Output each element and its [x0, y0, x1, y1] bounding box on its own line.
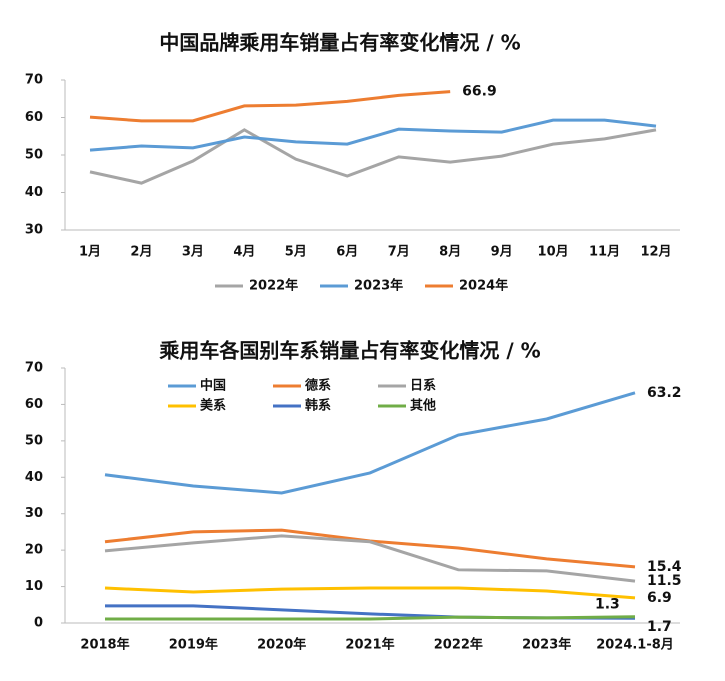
series-line: [89, 90, 451, 123]
y-tick-label: 40: [25, 185, 43, 200]
x-tick-label: 3月: [182, 245, 204, 260]
data-label: 15.4: [647, 559, 682, 575]
y-tick-label: 40: [25, 470, 43, 485]
y-tick-label: 20: [25, 543, 43, 558]
x-tick-label: 7月: [388, 245, 410, 260]
legend-label: 德系: [305, 378, 331, 394]
y-tick-label: 60: [25, 110, 43, 125]
x-tick-label: 11月: [589, 245, 620, 260]
series-line: [89, 128, 657, 185]
x-tick-label: 6月: [336, 245, 358, 260]
data-label: 1.7: [647, 619, 672, 635]
data-label: 6.9: [647, 590, 672, 606]
data-label: 63.2: [647, 385, 682, 401]
legend-label: 其他: [410, 398, 436, 414]
x-tick-label: 9月: [491, 245, 513, 260]
legend-label: 美系: [200, 398, 226, 414]
series-line: [89, 118, 657, 152]
legend-label: 2022年: [249, 278, 298, 294]
y-tick-label: 50: [25, 148, 43, 163]
y-tick-label: 60: [25, 397, 43, 412]
legend-label: 中国: [200, 378, 226, 394]
series-line: [104, 586, 636, 600]
data-label: 1.3: [595, 596, 620, 612]
legend-label: 2023年: [354, 278, 403, 294]
y-tick-label: 70: [25, 73, 43, 88]
x-tick-label: 2020年: [257, 637, 306, 653]
x-tick-label: 5月: [285, 245, 307, 260]
data-label: 11.5: [647, 573, 682, 589]
legend-label: 2024年: [459, 278, 508, 294]
y-tick-label: 10: [25, 579, 43, 594]
data-label: 66.9: [462, 84, 497, 100]
x-tick-label: 10月: [538, 245, 569, 260]
series-line: [104, 391, 636, 495]
chart-title: 乘用车各国别车系销量占有率变化情况 / %: [158, 339, 540, 363]
series-line: [104, 534, 636, 583]
x-tick-label: 8月: [439, 245, 461, 260]
legend-label: 韩系: [305, 398, 331, 414]
legend-label: 日系: [410, 378, 436, 394]
y-tick-label: 30: [25, 506, 43, 521]
x-tick-label: 2019年: [169, 637, 218, 653]
x-tick-label: 2024.1-8月: [596, 638, 674, 653]
y-tick-label: 70: [25, 361, 43, 376]
x-tick-label: 1月: [79, 245, 101, 260]
x-tick-label: 12月: [640, 245, 671, 260]
y-tick-label: 30: [25, 223, 43, 238]
x-tick-label: 2021年: [345, 637, 394, 653]
x-tick-label: 4月: [233, 245, 255, 260]
x-tick-label: 2022年: [434, 637, 483, 653]
series-line: [105, 615, 636, 621]
x-tick-label: 2月: [130, 245, 152, 260]
y-tick-label: 50: [25, 433, 43, 448]
chart-title: 中国品牌乘用车销量占有率变化情况 / %: [159, 31, 520, 55]
x-tick-label: 2023年: [522, 637, 571, 653]
x-tick-label: 2018年: [80, 637, 129, 653]
y-tick-label: 0: [34, 616, 43, 631]
series-line: [104, 528, 636, 569]
